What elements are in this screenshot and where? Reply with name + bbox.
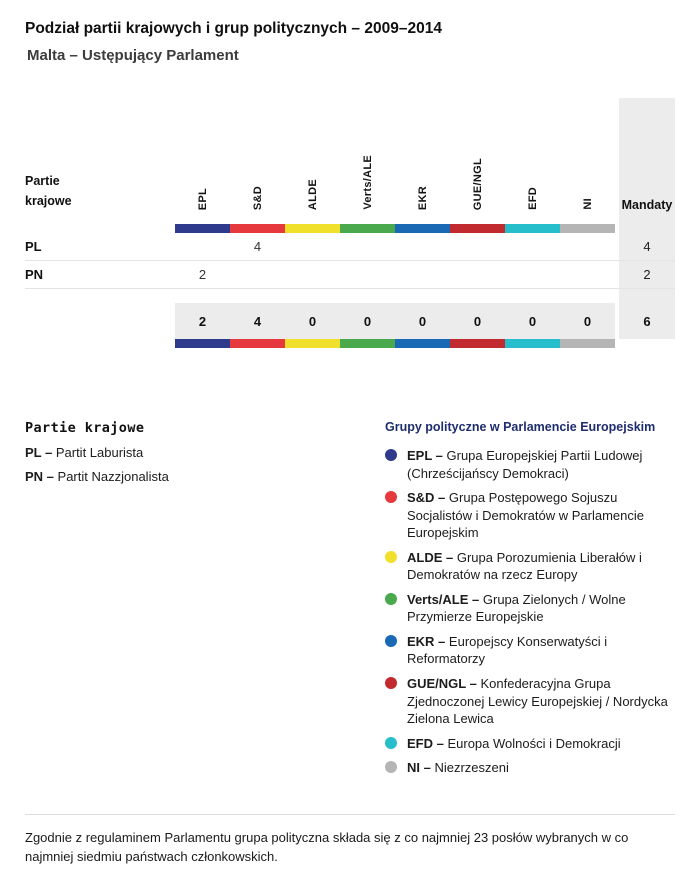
color-bar-bottom-epl <box>175 339 230 348</box>
ekr-color-dot-icon <box>385 634 397 647</box>
color-bar-alde <box>285 224 340 233</box>
cell-pn-mandaty: 2 <box>619 261 675 288</box>
color-bar-epl <box>175 224 230 233</box>
color-bar-ni <box>560 224 615 233</box>
color-bar-bottom-ekr <box>395 339 450 348</box>
seats-table: Partie krajowe EPL S&D ALDE Verts/ALE EK… <box>25 98 675 348</box>
political-groups-header: Grupy polityczne w Parlamencie Europejsk… <box>385 420 656 434</box>
page-title: Podział partii krajowych i grup politycz… <box>25 20 442 37</box>
left-header-line1: Partie <box>25 173 60 188</box>
table-left-header: Partie krajowe <box>25 98 175 224</box>
column-header-alde: ALDE <box>306 178 319 210</box>
color-bar-sd <box>230 224 285 233</box>
group-legend-item-gue-ngl: GUE/NGL – Konfederacyjna Grupa Zjednoczo… <box>385 675 675 728</box>
gue-ngl-color-dot-icon <box>385 677 397 690</box>
cell-pl-mandaty: 4 <box>619 233 675 260</box>
color-bar-verts-ale <box>340 224 395 233</box>
color-bar-gue-ngl <box>450 224 505 233</box>
party-label: PL <box>25 239 42 254</box>
color-bar-bottom-gue-ngl <box>450 339 505 348</box>
infographic-page: Podział partii krajowych i grup politycz… <box>0 20 700 880</box>
column-header-sd: S&D <box>251 185 264 210</box>
group-legend-item-ekr: EKR – Europejscy Konserwatyści i Reforma… <box>385 633 675 668</box>
column-header-verts-ale: Verts/ALE <box>361 155 374 210</box>
column-header-ekr: EKR <box>416 185 429 210</box>
group-legend-item-alde: ALDE – Grupa Porozumienia Liberałów i De… <box>385 549 675 584</box>
party-legend-item-pn: PN – Partit Nazzjonalista <box>25 469 169 484</box>
total-sd: 4 <box>230 303 285 339</box>
left-header-line2: krajowe <box>25 194 72 209</box>
color-bar-efd <box>505 224 560 233</box>
color-bar-bottom-efd <box>505 339 560 348</box>
table-spacer-row <box>25 289 675 303</box>
party-label: PN <box>25 267 44 282</box>
national-parties-legend: Partie krajowe PL – Partit Laburista PN … <box>25 420 385 784</box>
table-row-pn: PN 2 2 <box>25 261 675 289</box>
ni-color-dot-icon <box>385 761 397 774</box>
verts-ale-color-dot-icon <box>385 592 397 605</box>
color-bar-ekr <box>395 224 450 233</box>
total-mandaty: 6 <box>619 303 675 339</box>
political-groups-legend: Grupy polityczne w Parlamencie Europejsk… <box>385 420 675 784</box>
column-header-gue-ngl: GUE/NGL <box>471 157 484 210</box>
efd-color-dot-icon <box>385 736 397 749</box>
total-verts-ale: 0 <box>340 303 395 339</box>
group-legend-item-sd: S&D – Grupa Postępowego Sojuszu Socjalis… <box>385 489 675 542</box>
epl-color-dot-icon <box>385 449 397 461</box>
cell-pl-sd: 4 <box>253 239 262 254</box>
total-efd: 0 <box>505 303 560 339</box>
group-legend-item-ni: NI – Niezrzeszeni <box>385 759 675 777</box>
national-parties-header: Partie krajowe <box>25 420 145 436</box>
legend-section: Partie krajowe PL – Partit Laburista PN … <box>25 420 675 784</box>
cell-pn-epl: 2 <box>198 267 207 282</box>
table-row-pl: PL 4 4 <box>25 233 675 261</box>
group-legend-item-epl: EPL – Grupa Europejskiej Partii Ludowej … <box>385 447 675 482</box>
total-epl: 2 <box>175 303 230 339</box>
total-ni: 0 <box>560 303 615 339</box>
color-bar-bottom-ni <box>560 339 615 348</box>
total-alde: 0 <box>285 303 340 339</box>
group-color-bar-top <box>25 224 675 233</box>
table-totals-row: 2 4 0 0 0 0 0 0 6 <box>25 303 675 339</box>
column-header-efd: EFD <box>526 187 539 210</box>
group-legend-item-efd: EFD – Europa Wolności i Demokracji <box>385 735 675 753</box>
page-subtitle: Malta – Ustępujący Parlament <box>27 47 239 64</box>
footnote: Zgodnie z regulaminem Parlamentu grupa p… <box>25 813 675 867</box>
sd-color-dot-icon <box>385 491 397 504</box>
total-gue-ngl: 0 <box>450 303 505 339</box>
group-color-bar-bottom <box>25 339 675 348</box>
column-header-mandaty: Mandaty <box>619 98 675 224</box>
table-header-row: Partie krajowe EPL S&D ALDE Verts/ALE EK… <box>25 98 675 224</box>
group-legend-item-verts-ale: Verts/ALE – Grupa Zielonych / Wolne Przy… <box>385 591 675 626</box>
total-ekr: 0 <box>395 303 450 339</box>
color-bar-bottom-sd <box>230 339 285 348</box>
color-bar-bottom-alde <box>285 339 340 348</box>
column-header-ni: NI <box>581 198 594 210</box>
color-bar-bottom-verts-ale <box>340 339 395 348</box>
party-legend-item-pl: PL – Partit Laburista <box>25 445 144 460</box>
alde-color-dot-icon <box>385 550 397 563</box>
column-header-epl: EPL <box>196 187 209 210</box>
